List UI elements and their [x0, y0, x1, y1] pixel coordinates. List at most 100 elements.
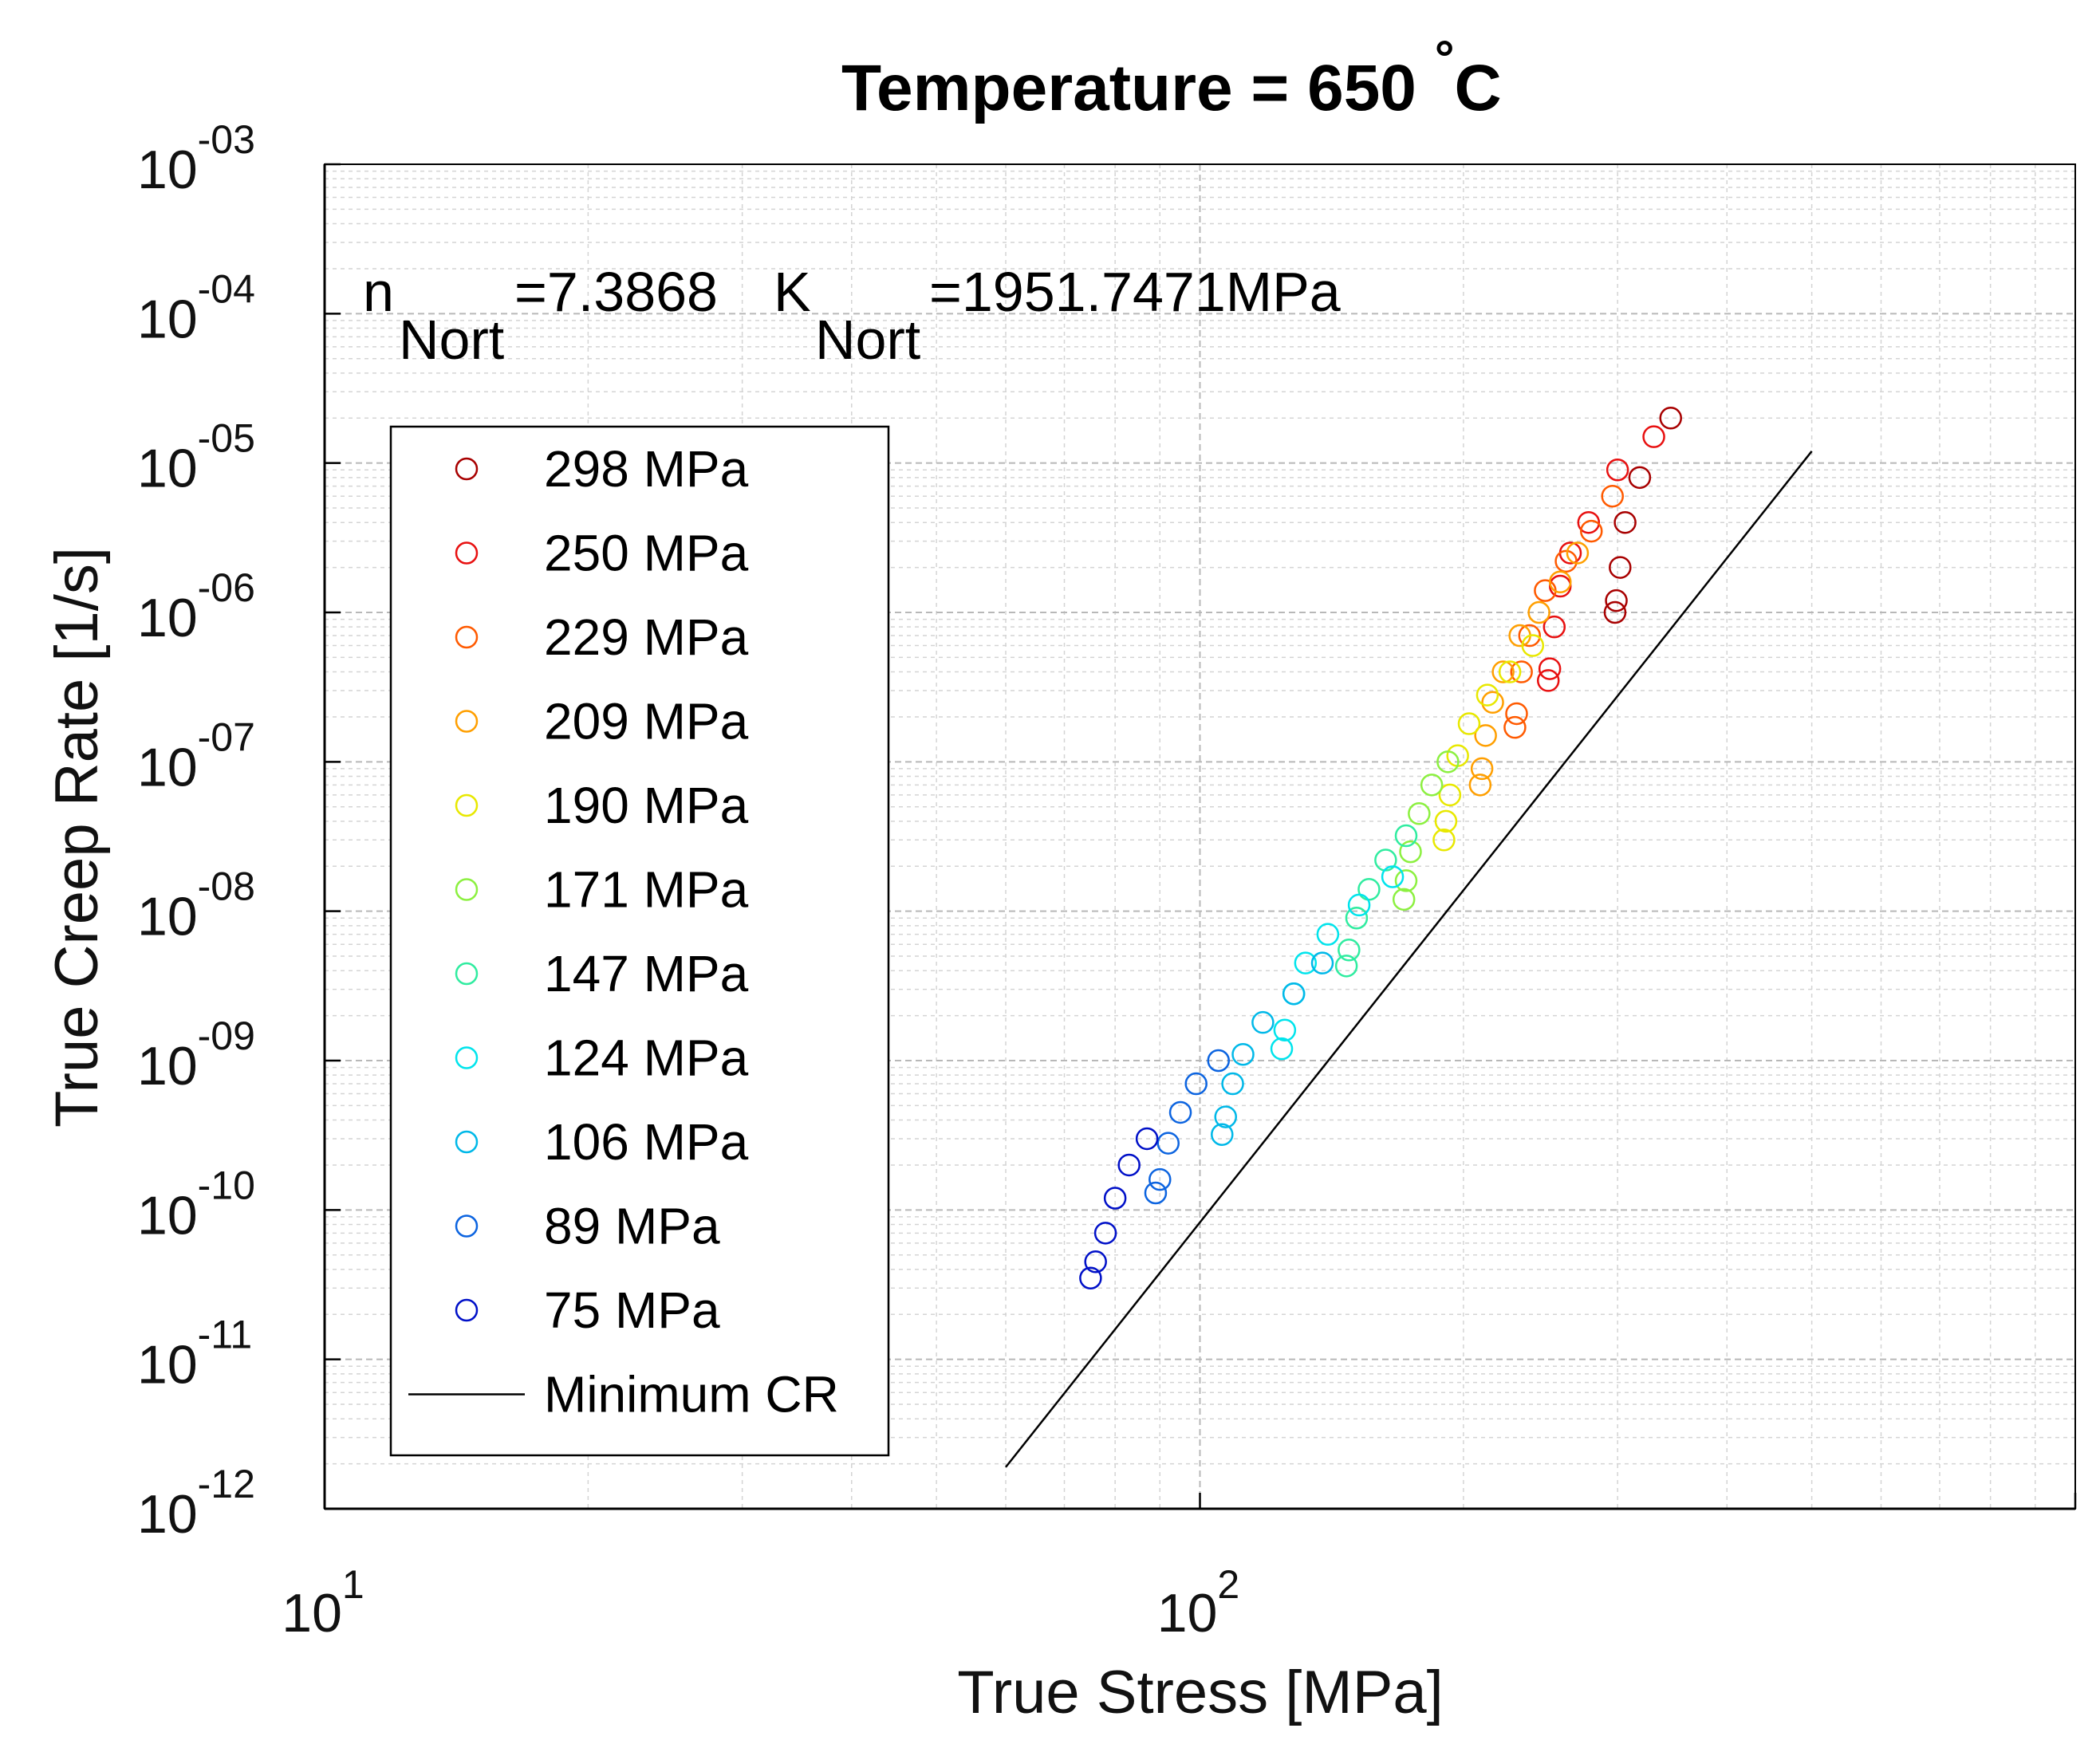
data-point — [1214, 1105, 1237, 1128]
data-point — [1659, 407, 1683, 430]
data-point — [1381, 865, 1405, 888]
data-point — [1481, 691, 1504, 715]
y-tick-base: 10 — [137, 1185, 198, 1246]
x-tick-base: 10 — [1157, 1583, 1218, 1644]
data-point — [1093, 1222, 1117, 1245]
legend-marker — [455, 793, 479, 817]
data-point — [1148, 1167, 1172, 1191]
minimum-cr-fit-line — [1005, 451, 1813, 1468]
x-tick-base: 10 — [282, 1583, 342, 1644]
legend-label: 298 MPa — [544, 440, 749, 498]
y-tick-exponent: -10 — [198, 1163, 255, 1207]
data-point — [1168, 1100, 1192, 1124]
y-tick-base: 10 — [137, 289, 198, 349]
data-point — [1251, 1010, 1275, 1034]
y-tick-base: 10 — [137, 887, 198, 947]
data-point — [1334, 955, 1358, 978]
chart-title-degree: ° — [1435, 31, 1455, 86]
data-point — [1527, 600, 1550, 624]
y-tick-exponent: -08 — [198, 864, 255, 909]
data-point — [1084, 1250, 1107, 1274]
data-point — [1605, 589, 1628, 612]
chart-title: Temperature = 650 °C — [841, 31, 1502, 124]
data-point — [1538, 657, 1562, 680]
data-point — [1184, 1072, 1208, 1096]
legend-marker — [455, 878, 479, 901]
x-tick-exponent: 1 — [342, 1562, 364, 1607]
series-171-mpa — [1392, 750, 1460, 911]
data-point — [1207, 1049, 1231, 1073]
y-tick-label: 10-06 — [137, 565, 255, 648]
y-tick-label: 10-10 — [137, 1163, 255, 1246]
data-point — [1079, 1266, 1102, 1289]
data-point — [1294, 951, 1318, 974]
y-tick-exponent: -04 — [198, 266, 255, 311]
data-point — [1521, 634, 1545, 657]
chart-title-unit: C — [1454, 52, 1501, 124]
legend-label: Minimum CR — [544, 1366, 839, 1423]
k-nort-value: =1951.7471MPa — [929, 261, 1341, 323]
data-point — [1347, 893, 1371, 917]
y-tick-label: 10-11 — [137, 1313, 252, 1396]
data-point — [1394, 869, 1418, 892]
x-axis-label: True Stress [MPa] — [957, 1659, 1444, 1726]
y-tick-base: 10 — [137, 1335, 198, 1396]
legend-label: 147 MPa — [544, 945, 749, 1002]
series-89-mpa — [1144, 1049, 1231, 1205]
data-point — [1601, 484, 1624, 508]
series-209-mpa — [1468, 541, 1590, 797]
norton-annotation: n Nort =7.3868 K Nort =1951.7471MPa — [363, 261, 1341, 371]
data-point — [1476, 683, 1499, 707]
k-nort-label: K — [774, 261, 811, 323]
legend-label: 250 MPa — [544, 525, 749, 582]
data-point — [1580, 519, 1603, 543]
data-point — [1457, 712, 1481, 735]
data-point — [1436, 750, 1460, 774]
series-75-mpa — [1079, 1127, 1159, 1289]
series-190-mpa — [1432, 634, 1545, 852]
data-point — [1498, 660, 1522, 683]
y-tick-label: 10-08 — [137, 864, 255, 947]
y-tick-base: 10 — [137, 140, 198, 200]
legend-marker — [455, 1130, 479, 1154]
y-tick-exponent: -06 — [198, 565, 255, 610]
data-point — [1273, 1018, 1297, 1042]
data-point — [1345, 906, 1369, 930]
y-tick-label: 10-05 — [137, 416, 255, 499]
n-nort-value: =7.3868 — [514, 261, 718, 323]
data-point — [1510, 660, 1533, 683]
data-point — [1613, 510, 1637, 534]
legend-label: 89 MPa — [544, 1198, 720, 1255]
legend-marker — [455, 457, 479, 481]
y-axis-label: True Creep Rate [1/s] — [43, 547, 111, 1128]
y-tick-exponent: -09 — [198, 1014, 255, 1058]
y-tick-label: 10-03 — [137, 117, 255, 200]
data-point — [1408, 802, 1431, 825]
x-tick-exponent: 2 — [1217, 1562, 1239, 1607]
data-point — [1603, 600, 1627, 624]
legend-label: 171 MPa — [544, 861, 749, 919]
y-tick-label: 10-04 — [137, 266, 255, 349]
data-point — [1221, 1072, 1244, 1096]
data-point — [1606, 458, 1629, 482]
n-nort-label: n — [363, 261, 394, 323]
data-point — [1399, 840, 1422, 864]
series-298-mpa — [1603, 407, 1683, 624]
axis-ticks — [323, 163, 2077, 1510]
data-point — [1642, 425, 1665, 448]
x-tick-label: 101 — [282, 1562, 364, 1644]
legend-label: 209 MPa — [544, 693, 749, 750]
legend-marker — [455, 625, 479, 649]
data-point — [1432, 829, 1456, 852]
data-point — [1474, 724, 1497, 747]
legend-label: 124 MPa — [544, 1029, 749, 1087]
data-point — [1518, 624, 1542, 648]
y-tick-base: 10 — [137, 737, 198, 797]
data-point — [1270, 1037, 1294, 1061]
data-point — [1144, 1181, 1168, 1205]
legend-label: 106 MPa — [544, 1113, 749, 1171]
legend: 298 MPa 250 MPa 229 MPa 209 MPa 190 MPa 171 M… — [389, 425, 890, 1457]
data-point — [1392, 888, 1416, 911]
legend-marker — [455, 710, 479, 733]
